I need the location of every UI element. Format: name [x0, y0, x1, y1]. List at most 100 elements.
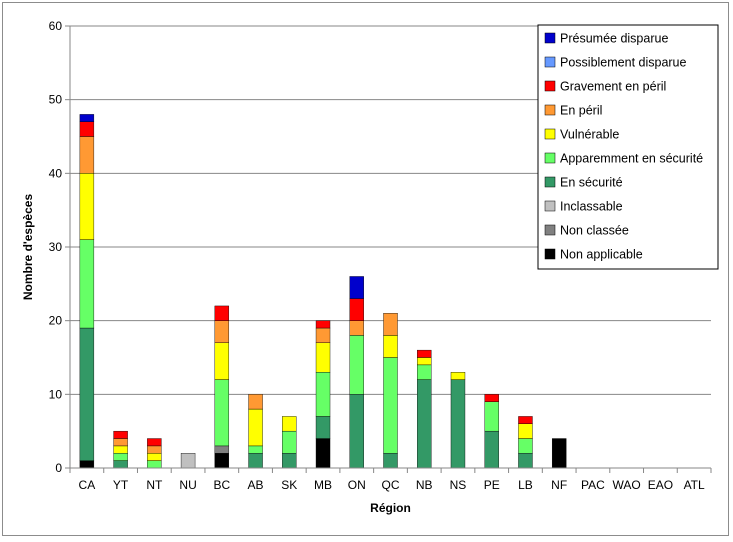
legend-entry: Non applicable	[560, 248, 643, 262]
x-tick-label: BC	[213, 478, 230, 492]
bar-segment-sk	[282, 453, 297, 469]
bar-segment-ns	[450, 379, 466, 469]
bar-segment-mb	[315, 327, 331, 343]
bar-segment-mb	[315, 372, 331, 417]
bar-segment-nu	[180, 453, 196, 469]
bar-segment-bc	[214, 342, 230, 380]
x-tick-label: CA	[79, 478, 96, 492]
bar-segment-ns	[450, 372, 466, 380]
x-tick-label: AB	[248, 478, 264, 492]
bar-segment-bc	[214, 445, 230, 454]
y-tick-label: 10	[49, 387, 63, 401]
legend-swatch	[544, 32, 556, 44]
x-tick-label: NU	[179, 478, 196, 492]
bar-segment-lb	[518, 453, 533, 469]
legend: Présumée disparue Possiblement disparue Gr…	[537, 24, 719, 270]
bar-segment-mb	[315, 416, 331, 439]
legend-entry: En sécurité	[560, 176, 623, 190]
bar-segment-bc	[214, 305, 230, 321]
gridlines	[70, 25, 711, 395]
legend-entry: Non classée	[560, 224, 629, 238]
legend-swatch	[544, 104, 556, 116]
bar-segment-ca	[79, 173, 95, 240]
bar-segment-nb	[417, 364, 432, 380]
bar-segment-nf	[551, 438, 567, 469]
bar-segment-bc	[214, 453, 230, 469]
x-tick-label: LB	[518, 478, 533, 492]
bar-segment-mb	[315, 320, 331, 329]
bar-segment-yt	[113, 453, 128, 461]
bar-segment-ca	[79, 136, 95, 174]
bar-segment-yt	[113, 445, 128, 454]
y-axis-ticks: 0 10 20 30 40 50 60	[49, 19, 70, 475]
legend-swatch	[544, 56, 556, 68]
x-tick-label: PE	[484, 478, 500, 492]
bar-segment-ca	[79, 327, 95, 461]
legend-entry: Vulnérable	[560, 128, 619, 142]
legend-entry: Apparemment en sécurité	[560, 152, 703, 166]
bar-segment-nt	[147, 445, 162, 454]
x-tick-label: YT	[113, 478, 129, 492]
legend-swatch	[544, 248, 556, 260]
bar-segment-pe	[484, 430, 499, 469]
bar-segment-on	[349, 298, 364, 321]
y-tick-label: 50	[49, 93, 63, 107]
x-tick-label: ON	[348, 478, 366, 492]
legend-swatch	[544, 152, 556, 164]
bar-segment-ca	[79, 114, 95, 122]
bar-segment-mb	[315, 438, 331, 469]
bar-segment-ca	[79, 239, 95, 329]
legend-swatch	[544, 80, 556, 92]
bar-segment-pe	[484, 394, 499, 402]
bar-segment-yt	[113, 438, 128, 447]
bar-segment-ab	[248, 453, 263, 469]
bar-segment-on	[349, 276, 364, 299]
legend-entry: Gravement en péril	[560, 80, 666, 94]
x-tick-label: NF	[551, 478, 567, 492]
bar-segment-nt	[147, 453, 162, 461]
y-tick-label: 40	[49, 166, 63, 180]
bar-segment-qc	[383, 357, 398, 454]
x-tick-label: EAO	[648, 478, 673, 492]
bar-segment-nt	[147, 460, 162, 469]
bar-segment-yt	[113, 430, 128, 439]
bar-segment-ab	[248, 408, 263, 447]
axes	[69, 26, 711, 469]
legend-entry: Présumée disparue	[560, 32, 668, 46]
bar-segment-nb	[417, 349, 432, 358]
bar-segment-on	[349, 320, 364, 336]
legend-swatch	[544, 200, 556, 212]
bar-segment-ca	[79, 121, 95, 137]
legend-swatch	[544, 224, 556, 236]
legend-entry: Inclassable	[560, 200, 623, 214]
bar-segment-bc	[214, 379, 230, 447]
bar-segment-ab	[248, 394, 263, 410]
x-tick-label: WAO	[613, 478, 641, 492]
bar-segment-lb	[518, 438, 533, 454]
x-axis-label: Région	[370, 501, 411, 515]
bar-segment-qc	[383, 313, 398, 336]
bar-segment-lb	[518, 423, 533, 439]
legend-swatch	[544, 128, 556, 140]
legend-entry: Possiblement disparue	[560, 56, 687, 70]
y-tick-label: 30	[49, 240, 63, 254]
x-tick-label: NS	[450, 478, 467, 492]
y-axis-label: Nombre d'espèces	[21, 194, 35, 301]
bar-segment-yt	[113, 460, 128, 469]
bar-segment-ab	[248, 445, 263, 454]
legend-box	[537, 24, 719, 270]
x-tick-label: SK	[281, 478, 297, 492]
legend-entry: En péril	[560, 104, 602, 118]
bars	[79, 114, 567, 469]
bar-segment-nt	[147, 438, 162, 447]
x-tick-label: NT	[146, 478, 163, 492]
x-tick-label: MB	[314, 478, 332, 492]
y-tick-label: 0	[55, 461, 62, 475]
x-axis-ticks: CA YT NT NU BC AB SK MB ON QC NB NS PE LB NF PAC WAO EAO A…	[69, 468, 712, 492]
bar-segment-nb	[417, 379, 432, 469]
bar-segment-qc	[383, 453, 398, 469]
bar-segment-on	[349, 335, 364, 395]
bar-segment-sk	[282, 416, 297, 432]
stacked-bar-chart: 0 10 20 30 40 50 60 CA YT NT NU BC AB SK MB ON QC NB NS PE…	[21, 19, 719, 515]
bar-segment-ca	[79, 460, 95, 469]
